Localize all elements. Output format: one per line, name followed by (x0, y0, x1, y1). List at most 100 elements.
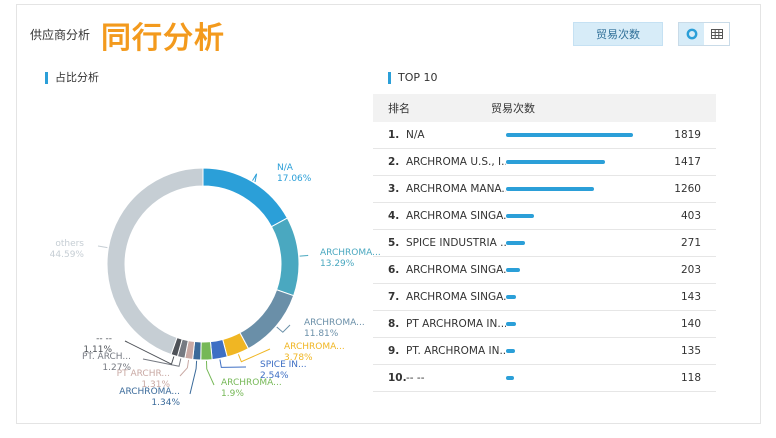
row-company-name[interactable]: PT. ARCHROMA IN... (406, 345, 506, 357)
slice-label: N/A (277, 163, 294, 173)
pie-slice[interactable] (239, 289, 295, 350)
row-bar-area (506, 122, 656, 149)
pie-slice[interactable] (270, 217, 300, 297)
row-rank: 9. (388, 345, 400, 357)
row-value: 118 (680, 372, 701, 384)
slice-percent: 1.9% (221, 389, 244, 399)
table-row[interactable]: 4. ARCHROMA SINGA... 403 (373, 203, 716, 230)
leader-line (237, 348, 271, 363)
row-rank: 10. (388, 372, 407, 384)
slice-label: -- -- (96, 334, 112, 344)
row-rank: 6. (388, 264, 400, 276)
donut-view-button[interactable] (679, 23, 704, 45)
view-toggle (678, 22, 730, 46)
row-bar-area (506, 338, 656, 365)
slice-percent: 44.59% (50, 250, 85, 260)
row-value: 403 (680, 210, 701, 222)
leader-line (299, 254, 309, 257)
row-company-name[interactable]: N/A (406, 129, 425, 141)
slice-label: ARCHROMA... (119, 387, 180, 397)
slice-percent: 1.34% (151, 398, 180, 408)
slice-percent: 11.81% (304, 329, 339, 339)
row-bar (506, 159, 605, 164)
row-company-name[interactable]: ARCHROMA SINGA... (406, 210, 506, 222)
row-company-name[interactable]: -- -- (406, 372, 425, 384)
table-row[interactable]: 10. -- -- 118 (373, 365, 716, 392)
table-row[interactable]: 2. ARCHROMA U.S., I... 1417 (373, 149, 716, 176)
row-company-name[interactable]: ARCHROMA MANA... (406, 183, 506, 195)
share-analysis-title: 占比分析 (45, 72, 99, 84)
row-bar (506, 240, 525, 245)
row-bar-area (506, 149, 656, 176)
leader-line (142, 358, 182, 367)
row-bar-area (506, 203, 656, 230)
table-row[interactable]: 1. N/A 1819 (373, 122, 716, 149)
slice-percent: 3.78% (284, 353, 313, 363)
table-row[interactable]: 6. ARCHROMA SINGA... 203 (373, 257, 716, 284)
row-company-name[interactable]: ARCHROMA U.S., I... (406, 156, 506, 168)
row-value: 1260 (674, 183, 701, 195)
table-icon (710, 29, 723, 39)
row-value: 1417 (674, 156, 701, 168)
row-company-name[interactable]: PT ARCHROMA IN... (406, 318, 506, 330)
row-value: 203 (680, 264, 701, 276)
trade-count-button[interactable]: 贸易次数 (573, 22, 663, 46)
row-bar-area (506, 284, 656, 311)
top10-table: 排名 贸易次数 1. N/A 1819 2. ARCHROMA U.S., I... 14… (373, 94, 716, 392)
row-company-name[interactable]: SPICE INDUSTRIA ... (406, 237, 506, 249)
row-bar (506, 213, 535, 218)
row-bar (506, 348, 516, 353)
slice-label: ARCHROMA... (284, 342, 345, 352)
table-row[interactable]: 3. ARCHROMA MANA... 1260 (373, 176, 716, 203)
slice-percent: 1.27% (102, 363, 131, 373)
table-row[interactable]: 9. PT. ARCHROMA IN... 135 (373, 338, 716, 365)
pie-slice[interactable] (106, 167, 204, 356)
row-rank: 2. (388, 156, 400, 168)
table-view-button[interactable] (704, 23, 729, 45)
slice-label: others (55, 239, 84, 249)
table-header: 排名 贸易次数 (373, 94, 716, 122)
table-row[interactable]: 7. ARCHROMA SINGA... 143 (373, 284, 716, 311)
row-company-name[interactable]: ARCHROMA SINGA... (406, 264, 506, 276)
slice-percent: 1.31% (141, 380, 170, 390)
row-rank: 7. (388, 291, 400, 303)
row-bar (506, 267, 521, 272)
rank-column-header: 排名 (388, 102, 410, 115)
peer-analysis-title: 同行分析 (101, 21, 225, 56)
slice-label: PT ARCHR... (117, 369, 170, 379)
row-bar-area (506, 257, 656, 284)
row-bar (506, 375, 515, 380)
row-rank: 1. (388, 129, 400, 141)
row-bar-area (506, 365, 656, 392)
row-value: 143 (680, 291, 701, 303)
row-bar (506, 294, 516, 299)
slice-label: ARCHROMA... (320, 248, 381, 258)
leader-line (205, 360, 215, 386)
slice-percent: 1.11% (83, 345, 112, 355)
row-rank: 5. (388, 237, 400, 249)
leader-line (124, 340, 175, 365)
leader-line (97, 245, 108, 249)
row-value: 271 (680, 237, 701, 249)
leader-line (179, 359, 190, 377)
slice-percent: 17.06% (277, 174, 312, 184)
trade-count-column-header: 贸易次数 (491, 102, 535, 115)
slice-label: PT. ARCH... (82, 352, 131, 362)
table-row[interactable]: 8. PT ARCHROMA IN... 140 (373, 311, 716, 338)
slice-percent: 13.29% (320, 259, 355, 269)
pie-slice[interactable] (202, 167, 288, 228)
donut-icon (686, 28, 697, 40)
row-rank: 3. (388, 183, 400, 195)
row-company-name[interactable]: ARCHROMA SINGA... (406, 291, 506, 303)
table-row[interactable]: 5. SPICE INDUSTRIA ... 271 (373, 230, 716, 257)
leader-line (219, 359, 247, 368)
pie-slice[interactable] (200, 341, 213, 361)
row-bar (506, 132, 633, 137)
row-value: 135 (680, 345, 701, 357)
leader-line (276, 324, 291, 333)
row-bar-area (506, 230, 656, 257)
row-value: 140 (680, 318, 701, 330)
slice-label: ARCHROMA... (304, 318, 365, 328)
leader-line (252, 173, 258, 183)
